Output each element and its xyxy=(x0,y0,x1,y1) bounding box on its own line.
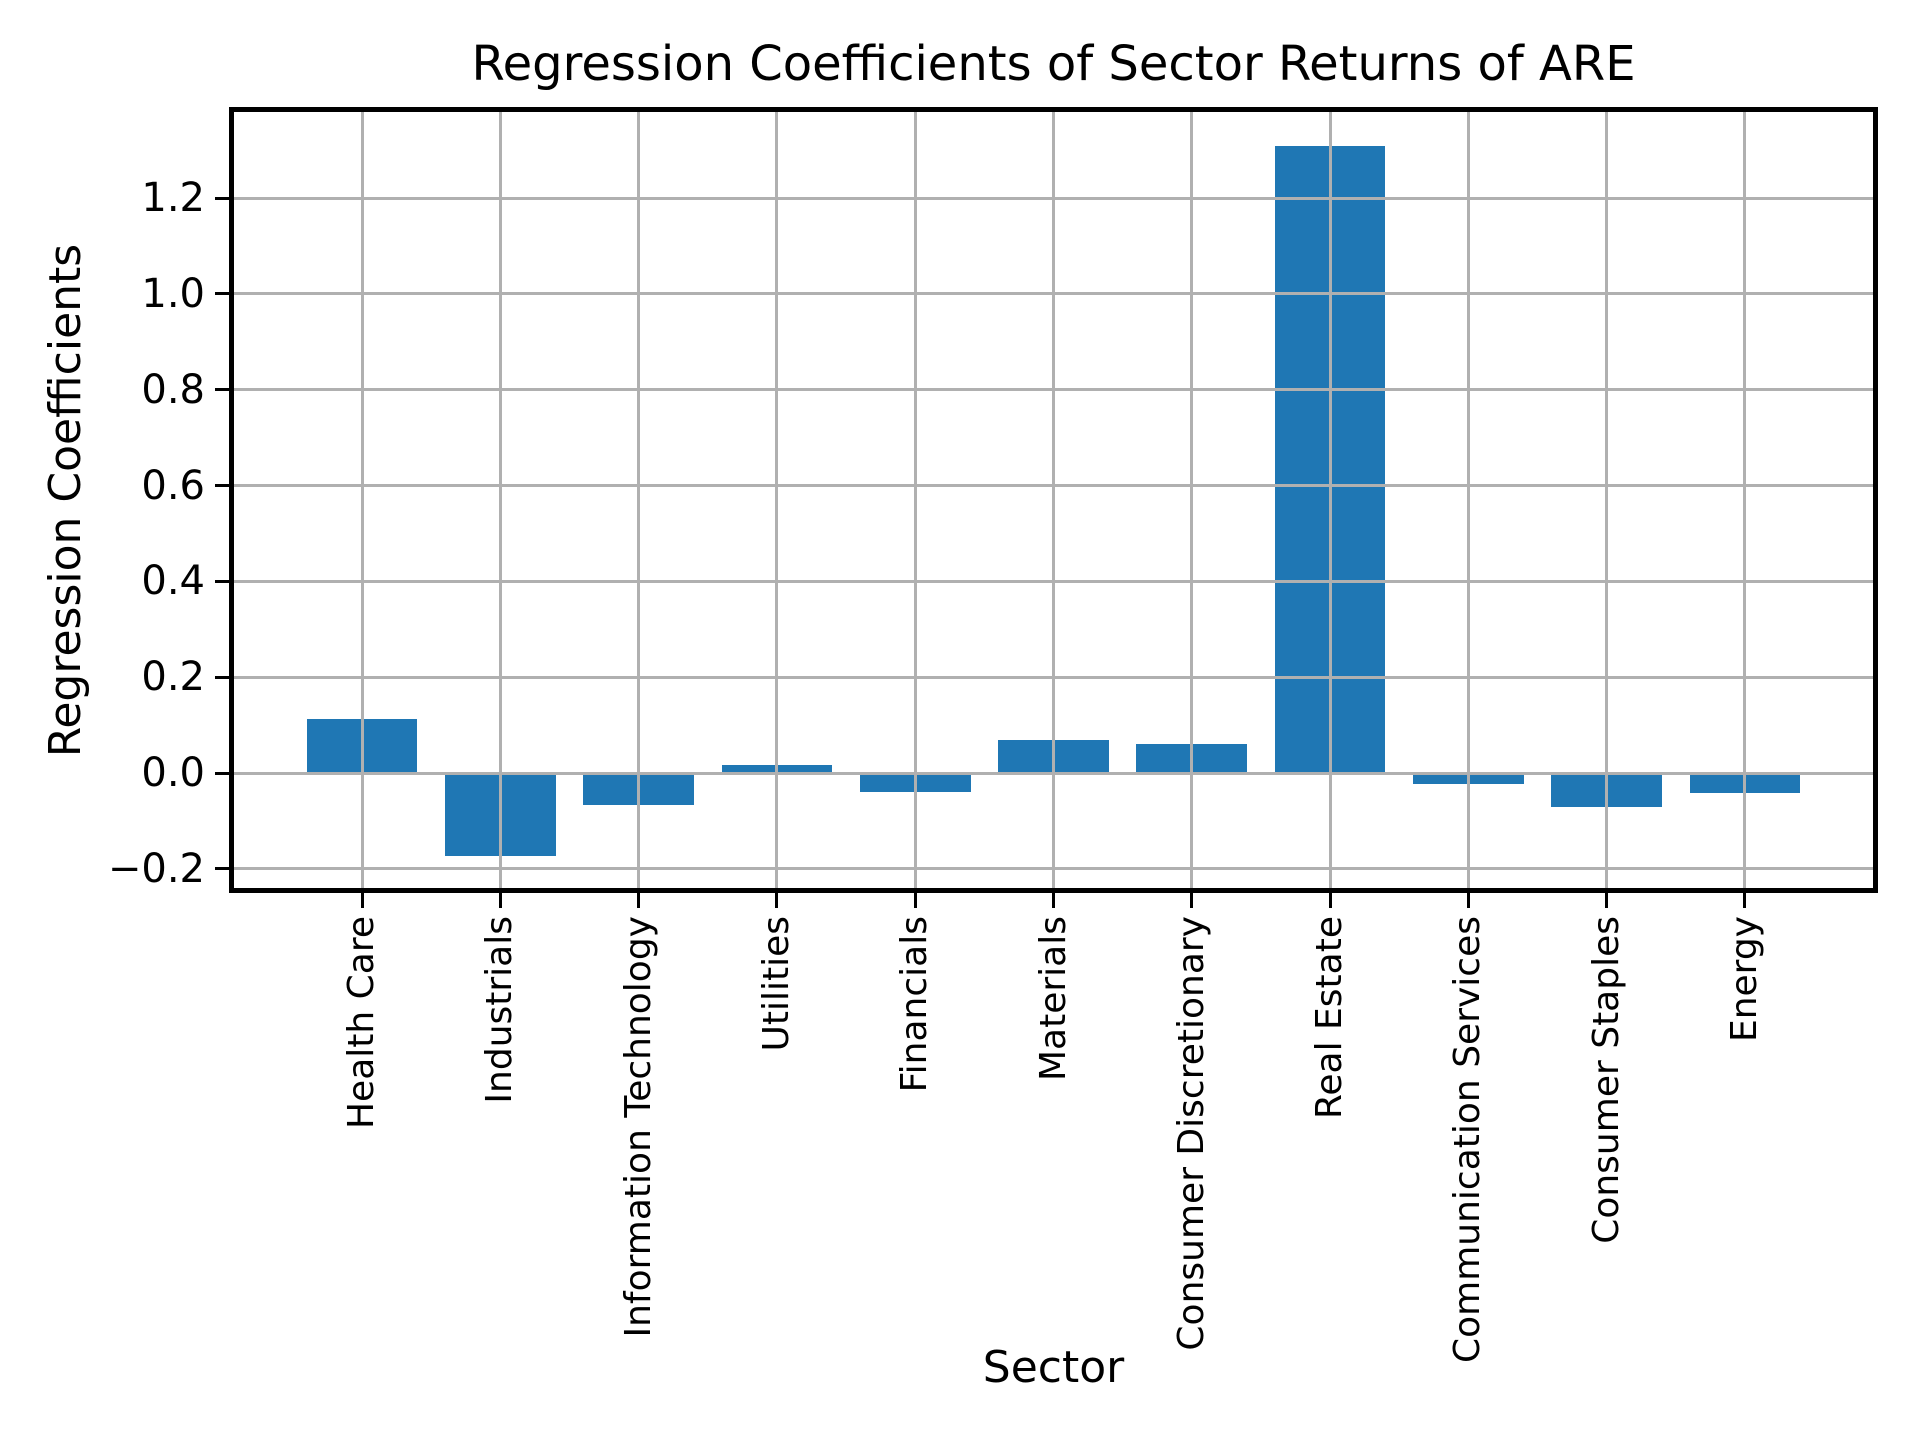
x-tick-label-text: Health Care xyxy=(341,916,382,1130)
y-tick-label-0: 0.0 xyxy=(141,750,205,797)
y-tick-label-0.4: 0.4 xyxy=(141,558,205,605)
x-tick-materials xyxy=(1052,892,1055,908)
y-tick-1 xyxy=(214,292,230,296)
x-tick-real-estate xyxy=(1328,892,1332,908)
gridline-x-materials xyxy=(1052,110,1055,890)
x-tick-label-text: Consumer Staples xyxy=(1585,916,1627,1244)
x-tick-energy xyxy=(1743,892,1747,908)
x-tick-consumer-staples xyxy=(1605,892,1609,908)
y-tick-0 xyxy=(214,771,230,775)
gridline-x-energy xyxy=(1743,110,1747,890)
y-tick-0.2 xyxy=(214,675,230,679)
x-tick-consumer-discretionary xyxy=(1190,892,1194,908)
gridline-x-industrials xyxy=(498,110,502,890)
x-tick-label-text: Energy xyxy=(1723,916,1765,1043)
y-tick-label-0.2: 0.2 xyxy=(141,654,205,701)
chart-title: Regression Coefficients of Sector Return… xyxy=(471,36,1636,92)
gridline-x-utilities xyxy=(775,110,779,890)
x-axis-label: Sector xyxy=(982,1342,1125,1393)
gridline-x-health-care xyxy=(360,110,364,890)
gridline-x-financials xyxy=(913,110,917,890)
x-tick-label-text: Information Technology xyxy=(617,916,659,1338)
y-tick-label-1: 1.0 xyxy=(141,270,205,317)
y-tick-0.8 xyxy=(214,388,230,392)
y-tick-0.4 xyxy=(214,579,230,583)
gridline-x-consumer-staples xyxy=(1605,110,1609,890)
gridline-x-consumer-discretionary xyxy=(1190,110,1194,890)
x-tick-utilities xyxy=(775,892,779,908)
x-tick-label-text: Real Estate xyxy=(1309,916,1351,1119)
x-tick-health-care xyxy=(360,892,364,908)
gridline-x-information-technology xyxy=(637,110,641,890)
gridline-x-real-estate xyxy=(1328,110,1332,890)
x-tick-financials xyxy=(913,892,917,908)
y-tick-label-0.6: 0.6 xyxy=(141,462,205,509)
y-tick-label-1.2: 1.2 xyxy=(141,175,205,222)
x-tick-label-text: Communication Services xyxy=(1447,916,1489,1363)
x-tick-label-text: Financials xyxy=(894,916,936,1093)
y-tick-1.2 xyxy=(214,196,230,200)
x-tick-communication-services xyxy=(1466,892,1470,908)
y-tick-0.6 xyxy=(214,484,230,488)
x-tick-information-technology xyxy=(637,892,641,908)
x-tick-label-text: Materials xyxy=(1032,916,1074,1082)
x-tick-label-text: Consumer Discretionary xyxy=(1170,916,1212,1351)
x-tick-label-text: Industrials xyxy=(479,916,521,1104)
x-tick-industrials xyxy=(498,892,502,908)
y-tick-label-0.8: 0.8 xyxy=(141,366,205,413)
y-tick-label--0.2: −0.2 xyxy=(107,845,205,892)
x-tick-label-text: Utilities xyxy=(755,916,797,1052)
gridline-x-communication-services xyxy=(1466,110,1470,890)
y-tick--0.2 xyxy=(214,867,230,871)
